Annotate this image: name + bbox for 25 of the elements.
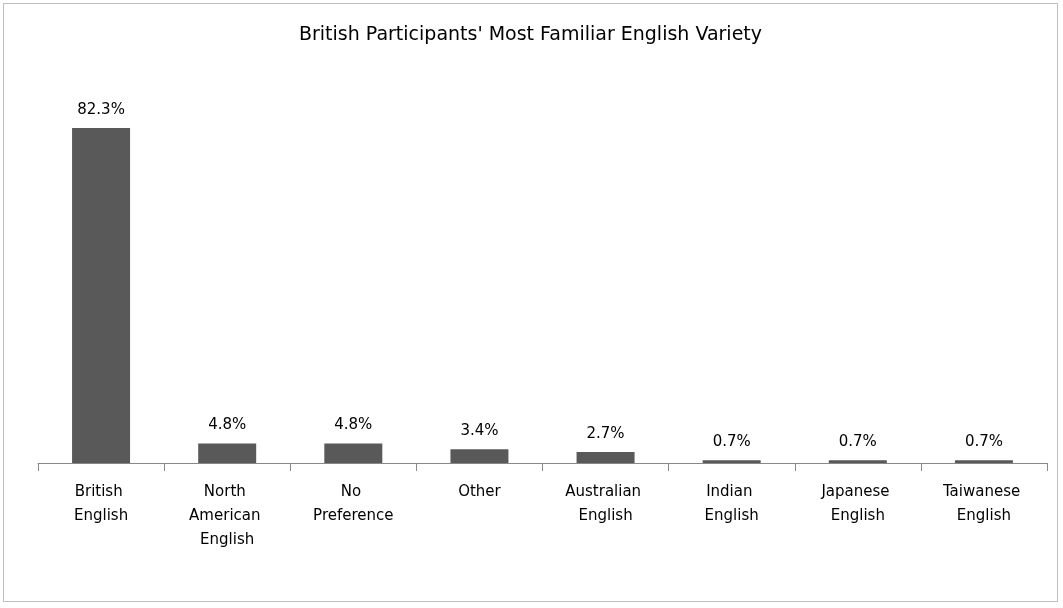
x-tick-label: Japanese English xyxy=(820,482,895,524)
bar xyxy=(72,128,131,463)
bar xyxy=(324,443,383,463)
bar xyxy=(198,443,257,463)
bar xyxy=(450,449,509,463)
chart-title: British Participants' Most Familiar English Variety xyxy=(298,21,763,44)
data-label: 4.8% xyxy=(208,414,247,433)
data-label: 4.8% xyxy=(334,414,373,433)
x-tick-label: Australian English xyxy=(565,482,646,524)
data-label: 0.7% xyxy=(964,431,1003,450)
bar xyxy=(828,460,887,463)
x-tick-label: British English xyxy=(73,482,129,524)
bar xyxy=(954,460,1013,463)
data-label: 0.7% xyxy=(838,431,877,450)
data-label: 3.4% xyxy=(460,420,499,439)
x-tick-label: Taiwanese English xyxy=(941,482,1025,524)
bar xyxy=(576,452,635,463)
data-label: 0.7% xyxy=(712,431,751,450)
bar xyxy=(702,460,761,463)
data-label: 2.7% xyxy=(586,423,625,442)
x-tick-label: Indian English xyxy=(704,482,759,524)
x-tick-label: No Preference xyxy=(313,482,394,524)
x-tick-label: North American English xyxy=(189,482,266,548)
data-label: 82.3% xyxy=(77,99,125,118)
x-tick-label: Other xyxy=(458,482,502,500)
